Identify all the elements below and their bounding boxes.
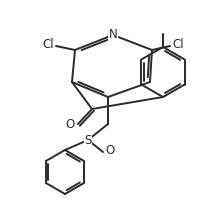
Text: O: O bbox=[105, 143, 115, 157]
Text: Cl: Cl bbox=[42, 38, 54, 50]
Text: Cl: Cl bbox=[172, 38, 184, 50]
Text: N: N bbox=[109, 28, 117, 41]
Text: S: S bbox=[84, 134, 92, 146]
Text: O: O bbox=[65, 118, 75, 130]
